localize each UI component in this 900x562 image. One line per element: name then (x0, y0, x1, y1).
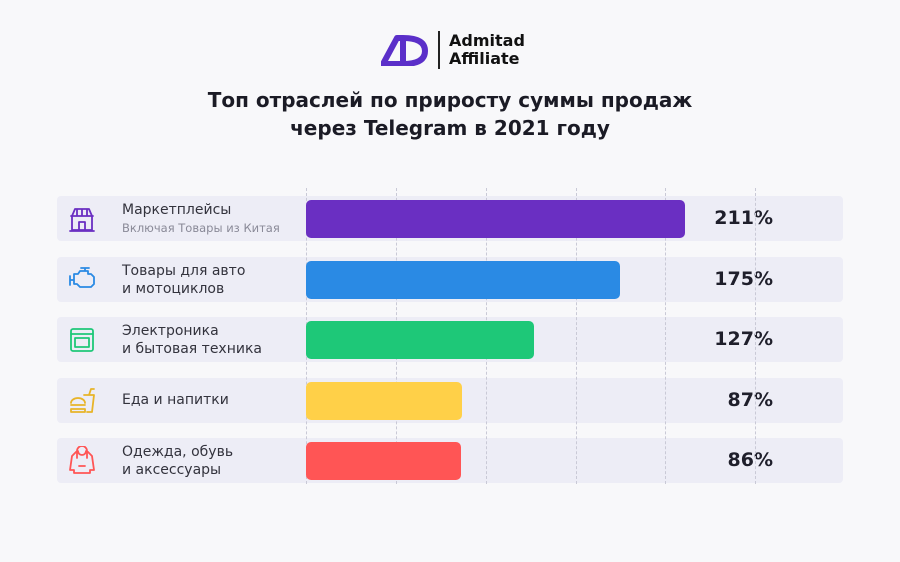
logo-divider (438, 31, 440, 69)
value-label: 127% (714, 328, 773, 350)
category-sublabel: Включая Товары из Китая (122, 221, 280, 235)
category-label: Одежда, обувь (122, 444, 234, 460)
bar (306, 382, 463, 420)
category-label: Еда и напитки (122, 392, 229, 408)
category-label: Электроника (122, 323, 219, 339)
store-icon (69, 208, 95, 232)
bar (306, 261, 621, 299)
admitad-logo-icon (381, 35, 428, 66)
gridline (665, 188, 667, 484)
category-sublabel: и аксессуары (122, 462, 222, 478)
bar (306, 200, 686, 238)
title-line1: Топ отраслей по приросту суммы продаж (207, 88, 693, 112)
bar (306, 442, 461, 480)
category-label: Маркетплейсы (122, 202, 232, 218)
admitad-logo: Admitad Affiliate (381, 31, 525, 69)
value-label: 86% (727, 449, 773, 471)
title-line2: через Telegram в 2021 году (290, 116, 610, 140)
gridline (575, 188, 577, 484)
gridline (755, 188, 757, 484)
value-label: 87% (727, 389, 773, 411)
category-sublabel: и бытовая техника (122, 341, 262, 357)
hoodie-icon (69, 446, 95, 474)
food-icon (70, 388, 95, 413)
logo-line2: Affiliate (449, 49, 520, 68)
oven-icon (70, 328, 94, 352)
value-label: 211% (714, 207, 773, 229)
category-label: Товары для авто (122, 263, 246, 279)
logo-line1: Admitad (449, 31, 525, 50)
engine-icon (69, 267, 95, 288)
bar (306, 321, 535, 359)
category-sublabel: и мотоциклов (122, 281, 225, 297)
chart-title: Топ отраслей по приросту суммы продаж че… (0, 86, 900, 142)
value-label: 175% (714, 268, 773, 290)
